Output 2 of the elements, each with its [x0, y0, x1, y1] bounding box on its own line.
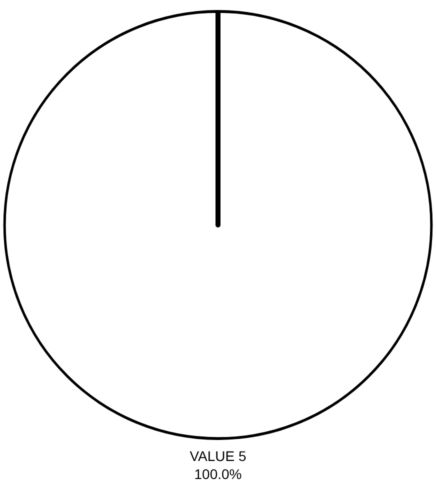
slice-label: VALUE 5	[190, 448, 246, 464]
data-label: 100.0%	[194, 466, 242, 482]
